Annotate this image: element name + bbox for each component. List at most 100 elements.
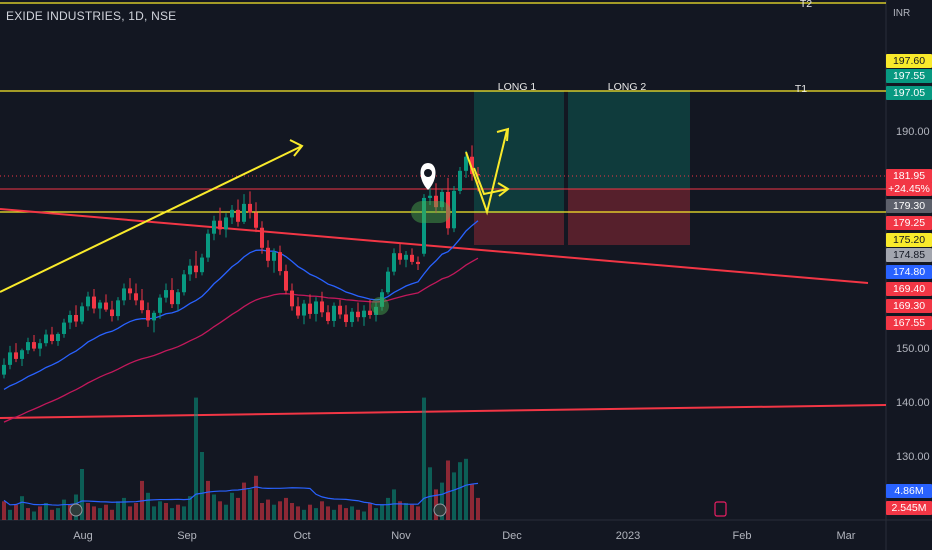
currency-label: INR: [893, 8, 911, 19]
volume-bar: [242, 482, 246, 520]
volume-bar: [308, 504, 312, 520]
volume-bar: [200, 452, 204, 520]
candle-body: [332, 305, 336, 321]
projection-arrow-up: [465, 129, 508, 216]
volume-bar: [320, 501, 324, 520]
y-tick-140: 140.00: [896, 397, 930, 409]
candle-body: [50, 334, 54, 342]
volume-bar: [356, 509, 360, 520]
volume-bar: [314, 508, 318, 520]
long1-loss-zone: [474, 213, 564, 245]
candle-body: [188, 265, 192, 275]
candle-body: [14, 352, 18, 359]
volume-bar: [104, 504, 108, 520]
volume-bar: [152, 506, 156, 520]
long2-label: LONG 2: [607, 81, 647, 93]
candle-body: [314, 301, 318, 314]
volume-bar: [146, 492, 150, 520]
candle-body: [80, 306, 84, 322]
candle-body: [326, 312, 330, 321]
x-tick-mar: Mar: [836, 530, 856, 542]
candle-body: [380, 292, 384, 307]
volume-bar: [380, 504, 384, 520]
y-tick-150: 150.00: [896, 343, 930, 355]
volume-bar: [254, 475, 258, 520]
candle-body: [470, 156, 474, 175]
x-tick-nov: Nov: [391, 530, 411, 542]
candle-body: [374, 306, 378, 315]
candle-body: [26, 342, 30, 351]
candle-body: [170, 290, 174, 305]
volume-bar: [416, 506, 420, 520]
candle-body: [44, 334, 48, 344]
projection-arrow-right-head: [497, 182, 510, 197]
volume-bar: [32, 511, 36, 520]
volume-bar: [422, 397, 426, 520]
uptrend-arrow-line: [0, 145, 303, 293]
volume-bar: [218, 501, 222, 520]
volume-bar: [26, 508, 30, 520]
volume-bar: [362, 511, 366, 520]
candle-body: [446, 191, 450, 229]
volume-bar: [428, 467, 432, 520]
volume-ma-line: [3, 482, 479, 506]
candle-body: [302, 303, 306, 316]
candle-body: [404, 254, 408, 260]
candle-body: [398, 253, 402, 260]
breakout-marker-circle: [371, 297, 389, 315]
volume-bar: [110, 509, 114, 520]
candle-body: [104, 302, 108, 310]
candle-body: [272, 252, 276, 261]
candle-body: [146, 310, 150, 321]
candle-body: [62, 322, 66, 334]
volume-bar: [332, 509, 336, 520]
price-tag: 169.30: [886, 299, 932, 313]
candle-body: [266, 247, 270, 261]
candle-body: [116, 300, 120, 317]
candle-body: [260, 227, 264, 248]
candle-body: [110, 309, 114, 317]
volume-bar: [464, 458, 468, 520]
price-tag: 197.60: [886, 54, 932, 68]
volume-bar: [62, 499, 66, 520]
volume-bar: [44, 503, 48, 520]
candle-body: [284, 271, 288, 291]
candle-body: [278, 252, 282, 272]
candle-body: [290, 290, 294, 307]
price-tag: 2.545M: [886, 501, 932, 515]
volume-bar: [188, 496, 192, 520]
lower-support-trendline: [0, 404, 887, 419]
candle-body: [296, 306, 300, 316]
earnings-marker-icon: [69, 503, 83, 517]
candle-body: [56, 333, 60, 342]
volume-bar: [398, 501, 402, 520]
candle-body: [98, 302, 102, 309]
candle-body: [386, 271, 390, 293]
candle-body: [320, 301, 324, 313]
price-tag: 197.55: [886, 69, 932, 83]
candle-body: [350, 311, 354, 323]
volume-bar: [458, 462, 462, 520]
volume-bar: [374, 508, 378, 520]
candle-body: [464, 156, 468, 171]
candle-body: [122, 288, 126, 301]
volume-bar: [230, 492, 234, 520]
price-tag: +24.45%: [886, 182, 932, 196]
price-tag: 179.30: [886, 199, 932, 213]
long1-label: LONG 1: [497, 81, 537, 93]
volume-bar: [164, 503, 168, 520]
projection-arrow-up-head: [496, 127, 510, 142]
volume-bar: [80, 469, 84, 520]
candle-body: [32, 342, 36, 349]
volume-bar: [284, 497, 288, 520]
volume-bar: [92, 506, 96, 520]
candle-body: [458, 170, 462, 191]
candle-body: [344, 314, 348, 323]
candle-body: [86, 296, 90, 307]
volume-bar: [122, 497, 126, 520]
candle-body: [140, 300, 144, 311]
projection-arrow-right: [473, 167, 509, 196]
price-tag: 174.85: [886, 248, 932, 262]
candle-body: [218, 220, 222, 230]
